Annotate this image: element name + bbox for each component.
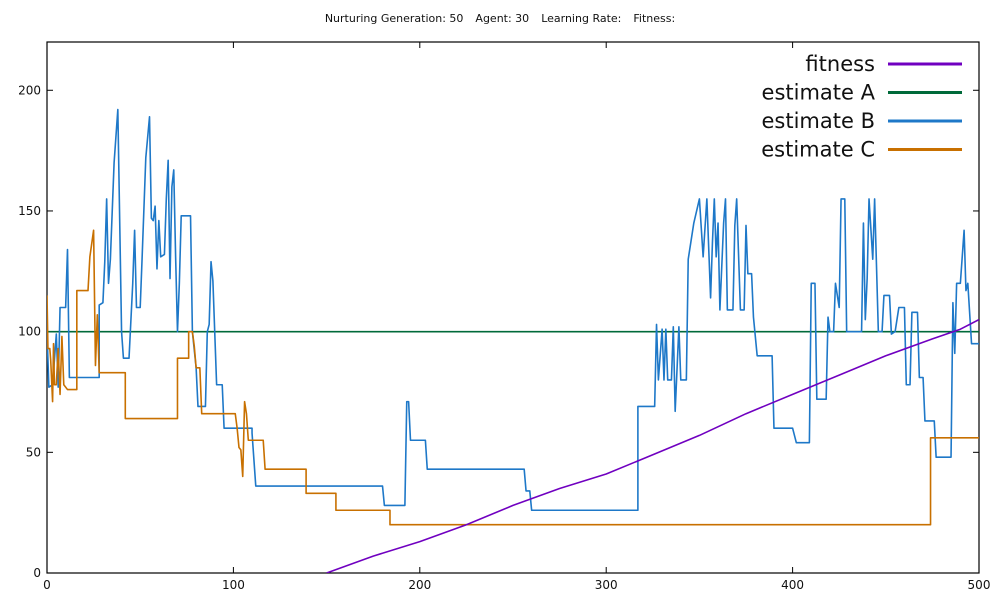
legend-label-fitness: fitness [805,52,875,76]
legend-background [745,50,970,165]
series-line-fitness [326,318,979,573]
x-tick-label: 100 [222,578,245,592]
chart-series [47,108,979,573]
generation-label: Nurturing Generation: 50 [324,12,464,25]
legend-label-estimate-c: estimate C [761,138,875,162]
x-tick-label: 400 [781,578,804,592]
y-tick-label: 200 [18,83,41,97]
y-tick-label: 50 [26,445,41,459]
x-tick-label: 0 [43,578,51,592]
legend-label-estimate-a: estimate A [762,81,876,105]
legend-label-estimate-b: estimate B [762,109,876,133]
series-line-estimate-b [47,108,979,512]
x-tick-label: 200 [408,578,431,592]
y-tick-label: 100 [18,325,41,339]
agent-label: Agent: 30 [475,12,530,25]
x-tick-label: 300 [595,578,618,592]
series-line-estimate-c [47,229,979,526]
fitness-label: Fitness: [633,12,676,25]
chart-legend: fitness estimate A estimate B estimate C [745,50,970,165]
learning-rate-label: Learning Rate: [541,12,622,25]
y-tick-label: 150 [18,204,41,218]
y-tick-label: 0 [33,566,41,580]
run-info-header: Nurturing Generation: 50 Agent: 30 Learnin… [0,12,1000,25]
x-tick-label: 500 [968,578,991,592]
